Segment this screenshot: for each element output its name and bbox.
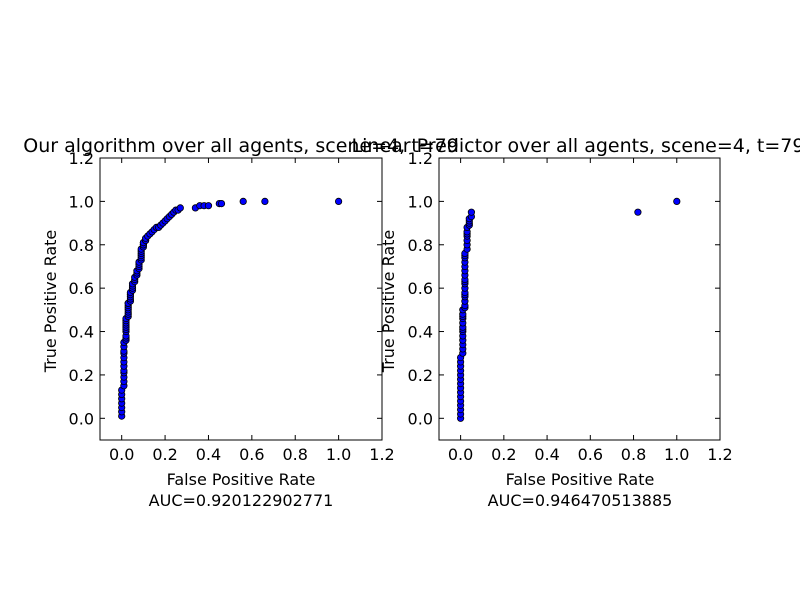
right-x-tick-label: 0.8 [621, 445, 646, 464]
left-x-tick-label: 0.4 [196, 445, 221, 464]
right-data-point [634, 208, 642, 216]
left-data-point [334, 197, 343, 205]
left-data-points [118, 197, 343, 420]
right-y-tick-label: 1.0 [408, 192, 433, 211]
right-y-tick-label: 0.0 [408, 409, 433, 428]
right-y-tick-label: 0.6 [408, 279, 433, 298]
left-plot-xlabel: False Positive Rate [167, 470, 316, 489]
right-x-tick-label: 1.0 [664, 445, 689, 464]
right-x-tick-label: 0.2 [491, 445, 516, 464]
right-roc-plot: Linear Predictor over all agents, scene=… [352, 135, 800, 510]
right-y-tick-label: 1.2 [408, 149, 433, 168]
left-x-tick-label: 1.0 [326, 445, 351, 464]
right-x-tick-label: 0.6 [578, 445, 603, 464]
right-y-tick-label: 0.2 [408, 366, 433, 385]
left-y-tick-label: 0.2 [69, 366, 94, 385]
right-data-point [673, 197, 681, 205]
right-y-tick-label: 0.8 [408, 236, 433, 255]
left-y-tick-label: 1.0 [69, 192, 94, 211]
left-plot-title: Our algorithm over all agents, scene=4, … [23, 135, 459, 157]
right-plot-auc-label: AUC=0.946470513885 [488, 491, 673, 510]
left-plot-auc-label: AUC=0.920122902771 [149, 491, 334, 510]
right-data-point [467, 208, 475, 216]
left-data-point [176, 204, 184, 212]
left-data-point [239, 197, 247, 205]
left-y-tick-label: 0.0 [69, 409, 94, 428]
right-data-points [456, 197, 681, 422]
left-y-tick-label: 0.8 [69, 236, 94, 255]
left-x-tick-label: 0.0 [109, 445, 134, 464]
left-x-tick-label: 0.2 [152, 445, 177, 464]
left-roc-plot: Our algorithm over all agents, scene=4, … [23, 135, 459, 510]
left-x-tick-label: 0.6 [239, 445, 264, 464]
right-plot-xlabel: False Positive Rate [506, 470, 655, 489]
right-y-tick-label: 0.4 [408, 323, 433, 342]
right-plot-ylabel: True Positive Rate [379, 230, 398, 374]
left-y-tick-label: 0.4 [69, 323, 94, 342]
left-data-point [261, 197, 269, 205]
left-x-tick-label: 1.2 [369, 445, 394, 464]
right-axes-frame [438, 157, 721, 441]
right-x-tick-label: 0.4 [534, 445, 559, 464]
left-data-point [217, 200, 226, 208]
right-x-tick-label: 1.2 [707, 445, 732, 464]
left-y-tick-label: 0.6 [69, 279, 94, 298]
left-y-tick-label: 1.2 [69, 149, 94, 168]
right-plot-title: Linear Predictor over all agents, scene=… [352, 135, 800, 157]
left-x-tick-label: 0.8 [283, 445, 308, 464]
left-data-point [204, 202, 213, 210]
right-x-tick-label: 0.0 [448, 445, 473, 464]
left-plot-ylabel: True Positive Rate [41, 230, 60, 374]
left-axes-frame [99, 157, 383, 441]
